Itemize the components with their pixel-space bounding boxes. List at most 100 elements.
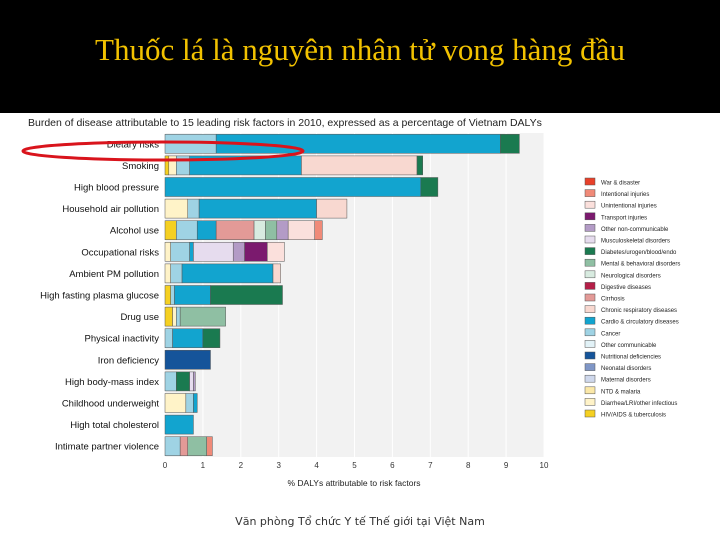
legend-label: NTD & malaria (601, 389, 641, 395)
slide-title: Thuốc lá là nguyên nhân tử vong hàng đầu (95, 32, 625, 67)
legend-label: Chronic respiratory diseases (601, 308, 677, 314)
bar-segment (174, 285, 211, 305)
legend-swatch (584, 293, 596, 302)
y-category-label: Dietary risks (107, 139, 160, 150)
bar-segment (164, 177, 422, 197)
legend-swatch (584, 189, 596, 197)
legend-swatch (584, 282, 596, 290)
bar-segment (265, 220, 278, 240)
legend-label: Neonatal disorders (601, 366, 651, 372)
legend-swatch (584, 247, 596, 255)
bar-segment (420, 177, 439, 197)
legend-label: Diabetes/urogen/blood/endo (601, 250, 677, 256)
legend-swatch (584, 316, 596, 325)
bar-segment (198, 198, 317, 219)
bar-segment (164, 263, 171, 284)
y-category-label: Household air pollution (62, 204, 159, 215)
bar-segment (179, 306, 226, 327)
legend-label: Cardio & circulatory diseases (601, 320, 679, 326)
legend-swatch (584, 270, 596, 279)
bar-segment (164, 198, 188, 219)
y-category-label: Ambient PM pollution (69, 269, 159, 280)
y-category-label: High fasting plasma glucose (40, 291, 159, 302)
chart-title: Burden of disease attributable to 15 lea… (28, 117, 542, 129)
bar-segment (232, 242, 245, 262)
legend-swatch (584, 340, 596, 348)
chart-legend: War & disaster Intentional injuries Uninte… (584, 177, 680, 419)
footer-credit: Văn phòng Tổ chức Y tế Thế giới tại Việt… (235, 515, 485, 528)
bar-segment (202, 328, 221, 348)
x-tick-label: 6 (390, 461, 395, 470)
bar-segment (267, 242, 285, 262)
bar-segment (253, 220, 266, 240)
bar-segment (206, 436, 213, 456)
y-category-label: Smoking (122, 161, 159, 172)
x-tick-label: 4 (314, 461, 319, 470)
bar-segment (164, 242, 171, 262)
bar-segment (215, 220, 255, 240)
bar-segment (196, 220, 217, 240)
y-category-label: High total cholesterol (70, 420, 159, 431)
y-category-label: Childhood underweight (62, 399, 160, 410)
legend-swatch (584, 374, 596, 383)
legend-label: HIV/AIDS & tuberculosis (601, 413, 666, 419)
legend-swatch (584, 212, 596, 221)
bar-segment (316, 198, 348, 219)
bar-segment (210, 285, 283, 305)
bar-segment (164, 371, 177, 392)
x-tick-label: 10 (540, 461, 549, 470)
bar-segment (164, 285, 171, 305)
y-category-label: Occupational risks (81, 247, 159, 258)
bar-segment (164, 393, 187, 413)
bar-segment (176, 306, 181, 327)
legend-label: Maternal disorders (601, 378, 651, 384)
y-category-label: High blood pressure (74, 183, 159, 194)
y-category-label: Physical inactivity (85, 334, 160, 345)
bar-segment (193, 242, 234, 262)
y-category-label: Iron deficiency (98, 355, 160, 366)
bar-segment (176, 220, 198, 240)
bar-segment (164, 414, 194, 435)
bar-segment (314, 220, 323, 240)
y-category-label: High body-mass index (65, 377, 159, 388)
legend-swatch (584, 398, 596, 406)
x-axis-label: % DALYs attributable to risk factors (287, 478, 420, 488)
bar-segment (172, 328, 204, 348)
x-tick-label: 8 (466, 461, 471, 470)
highlight-ellipse (21, 140, 305, 162)
bar-segment (164, 306, 173, 327)
bar-segment (276, 220, 289, 240)
chart-bars (164, 134, 520, 456)
bar-segment (187, 198, 200, 219)
legend-label: Cirrhosis (601, 297, 625, 303)
x-tick-label: 7 (428, 461, 433, 470)
legend-label: Musculoskeletal disorders (601, 239, 670, 245)
y-category-label: Intimate partner violence (55, 442, 159, 453)
legend-label: Intentional injuries (601, 192, 649, 198)
title-bar: Thuốc lá là nguyên nhân tử vong hàng đầu (0, 0, 720, 113)
legend-label: Mental & behavioral disorders (601, 262, 680, 268)
bar-segment (244, 242, 268, 262)
bar-segment (164, 328, 173, 348)
bar-segment (164, 350, 211, 370)
legend-label: Transport injuries (601, 215, 647, 221)
bar-segment (164, 436, 181, 456)
legend-swatch (584, 409, 596, 418)
x-tick-label: 5 (352, 461, 357, 470)
bar-segment (301, 155, 418, 176)
legend-swatch (584, 351, 596, 360)
legend-swatch (584, 177, 596, 186)
legend-label: Unintentional injuries (601, 204, 657, 210)
bar-segment (189, 371, 194, 392)
legend-label: Neurological disorders (601, 273, 661, 279)
x-tick-label: 0 (163, 461, 168, 470)
bar-segment (170, 263, 183, 284)
legend-swatch (584, 305, 596, 313)
legend-swatch (584, 200, 596, 209)
legend-swatch (584, 363, 596, 371)
bar-segment (500, 134, 520, 154)
bar-segment (187, 436, 207, 456)
bar-segment (193, 371, 196, 392)
legend-swatch (584, 386, 596, 395)
legend-swatch (584, 224, 596, 232)
